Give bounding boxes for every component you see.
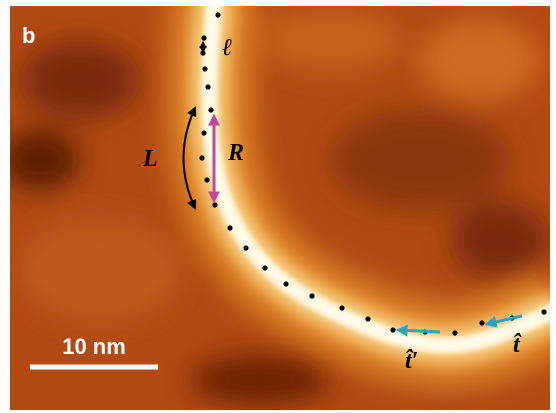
contour-point	[227, 225, 232, 230]
contour-point	[204, 177, 209, 182]
contour-point	[390, 327, 395, 332]
contour-point	[201, 35, 206, 40]
scale-bar-label: 10 nm	[62, 334, 126, 359]
tangent-arrow	[398, 330, 440, 332]
contour-point	[541, 309, 546, 314]
contour-point	[262, 265, 267, 270]
contour-point	[205, 84, 210, 89]
panel-label: b	[22, 23, 35, 48]
contour-point	[201, 130, 206, 135]
contour-point	[479, 320, 484, 325]
contour-point	[215, 12, 220, 17]
contour-point	[309, 293, 314, 298]
contour-point	[212, 202, 217, 207]
figure: b ℓ L R t̂′ t̂ 10 nm	[0, 0, 556, 413]
arc-length-label: L	[142, 146, 158, 172]
contour-point	[208, 107, 213, 112]
tangent-prime-label: t̂′	[405, 348, 418, 374]
contour-point	[283, 281, 288, 286]
chord-label: R	[227, 140, 244, 166]
contour-point	[199, 155, 204, 160]
contour-point	[339, 305, 344, 310]
contour-point	[452, 330, 457, 335]
contour-point	[365, 316, 370, 321]
contour-point	[202, 66, 207, 71]
contour-point	[243, 245, 248, 250]
segment-label: ℓ	[222, 35, 232, 61]
